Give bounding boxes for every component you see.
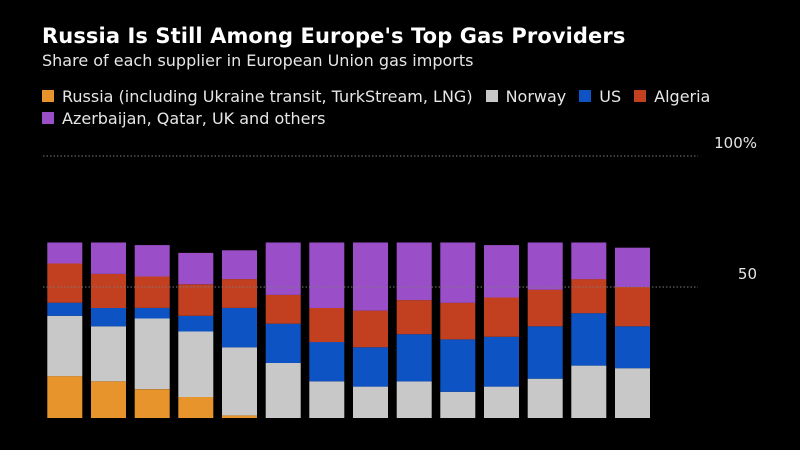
- bar-segment-others: [47, 242, 83, 264]
- bar-segment-others: [134, 245, 170, 277]
- bar-segment-norway: [353, 386, 388, 418]
- chart-title: Russia Is Still Among Europe's Top Gas P…: [42, 24, 626, 48]
- legend-label: US: [599, 86, 622, 106]
- bar-segment-us: [47, 302, 83, 316]
- bar-segment-others: [91, 242, 126, 274]
- legend-label: Azerbaijan, Qatar, UK and others: [62, 108, 326, 128]
- legend-swatch-norway: [485, 90, 498, 102]
- legend-item-us: US: [579, 87, 621, 106]
- bar-segment-russia: [134, 389, 170, 418]
- bar-segment-norway: [484, 386, 519, 418]
- bar-segment-others: [396, 242, 432, 301]
- bar-segment-norway: [615, 368, 650, 418]
- bar-segment-norway: [309, 381, 345, 418]
- bar-segment-algeria: [222, 279, 257, 308]
- bar-segment-norway: [527, 378, 563, 418]
- legend-label: Algeria: [654, 86, 711, 106]
- legend-label: Russia (including Ukraine transit, TurkS…: [62, 86, 473, 106]
- bar-segment-others: [222, 250, 257, 280]
- bar-segment-others: [615, 247, 650, 287]
- bar-segment-us: [440, 339, 476, 392]
- legend-swatch-russia: [42, 90, 54, 102]
- bar-segment-others: [178, 252, 214, 285]
- bar-segment-others: [309, 242, 345, 308]
- bar-segment-algeria: [134, 276, 170, 308]
- legend-swatch-others: [42, 112, 54, 124]
- bar-segment-norway: [571, 365, 607, 418]
- bar-segment-us: [134, 308, 170, 319]
- bar-segment-norway: [265, 363, 301, 418]
- bar-segment-norway: [222, 347, 257, 416]
- bar-segment-algeria: [440, 302, 476, 340]
- bar-segment-us: [396, 334, 432, 382]
- bar-segment-algeria: [571, 279, 607, 314]
- bar-segment-us: [571, 313, 607, 366]
- bar-segment-norway: [47, 315, 83, 377]
- legend-item-russia: Russia (including Ukraine transit, TurkS…: [42, 87, 473, 106]
- bar-segment-us: [222, 308, 257, 348]
- bar-segment-algeria: [178, 284, 214, 316]
- bar-segment-us: [615, 326, 650, 369]
- bar-segment-others: [265, 242, 301, 295]
- legend-row: Azerbaijan, Qatar, UK and others: [42, 107, 782, 129]
- bar-segment-norway: [178, 331, 214, 397]
- legend-item-norway: Norway: [485, 86, 567, 106]
- bar-segment-us: [353, 347, 388, 387]
- bar-segment-russia: [91, 381, 126, 418]
- y-tick-label: 50: [738, 265, 757, 283]
- bar-segment-russia: [178, 397, 214, 418]
- legend-item-algeria: Algeria: [634, 87, 710, 106]
- legend-swatch-us: [579, 90, 592, 102]
- bar-segment-algeria: [527, 289, 563, 327]
- bar-segment-us: [527, 326, 563, 379]
- bar-segment-algeria: [47, 263, 83, 303]
- bar-segment-others: [353, 242, 388, 311]
- bar-segment-norway: [91, 326, 126, 382]
- legend-row: Russia (including Ukraine transit, TurkS…: [42, 85, 782, 107]
- bar-segment-us: [484, 336, 519, 387]
- bar-segment-algeria: [484, 297, 519, 337]
- chart-legend: Russia (including Ukraine transit, TurkS…: [42, 85, 782, 129]
- bar-segment-algeria: [309, 308, 345, 343]
- bar-segment-algeria: [265, 294, 301, 324]
- legend-item-others: Azerbaijan, Qatar, UK and others: [42, 109, 325, 128]
- bar-segment-others: [527, 242, 563, 290]
- bar-segment-others: [571, 242, 607, 280]
- bar-segment-others: [484, 245, 519, 298]
- bar-segment-others: [440, 242, 476, 303]
- legend-label: Norway: [505, 86, 567, 106]
- bar-segment-russia: [222, 415, 257, 418]
- bar-segment-norway: [396, 381, 432, 418]
- legend-swatch-algeria: [634, 90, 647, 102]
- bar-segment-us: [309, 342, 345, 382]
- bar-segment-norway: [134, 318, 170, 390]
- bar-segment-algeria: [615, 287, 650, 327]
- bar-segment-us: [178, 315, 214, 332]
- bar-segment-us: [91, 308, 126, 327]
- chart-subtitle: Share of each supplier in European Union…: [42, 51, 474, 70]
- y-tick-label: 100%: [714, 134, 757, 152]
- bar-segment-algeria: [91, 273, 126, 308]
- bar-segment-norway: [440, 391, 476, 418]
- bar-segment-algeria: [396, 300, 432, 335]
- bar-segment-algeria: [353, 310, 388, 348]
- bar-segment-us: [265, 323, 301, 363]
- bar-segment-russia: [47, 376, 83, 418]
